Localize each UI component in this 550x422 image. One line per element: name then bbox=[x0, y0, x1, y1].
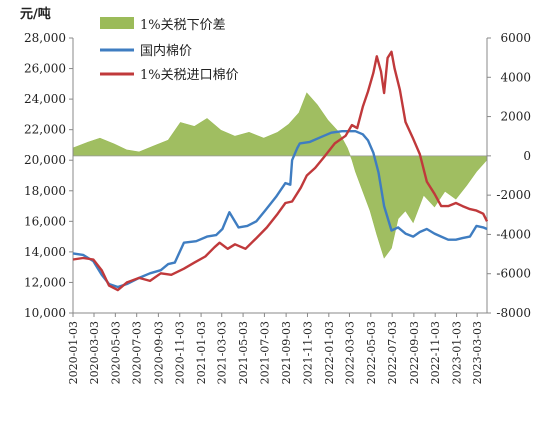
x-tick-label: 2020-05-03 bbox=[109, 321, 122, 384]
left-tick-label: 12,000 bbox=[24, 275, 66, 289]
right-tick-label: -2000 bbox=[496, 188, 531, 202]
unit-label: 元/吨 bbox=[20, 6, 51, 22]
right-tick-label: 6000 bbox=[500, 31, 531, 45]
domestic-price-line bbox=[72, 129, 488, 289]
legend-label: 1%关税下价差 bbox=[140, 18, 226, 33]
right-tick-label: 0 bbox=[523, 149, 531, 163]
right-tick-label: 4000 bbox=[500, 70, 531, 84]
x-tick-label: 2021-09-03 bbox=[280, 321, 293, 384]
x-tick-label: 2020-09-03 bbox=[152, 321, 165, 384]
x-tick-label: 2020-03-03 bbox=[88, 321, 101, 384]
left-tick-label: 20,000 bbox=[24, 153, 66, 167]
x-tick-label: 2020-11-03 bbox=[174, 321, 187, 384]
left-tick-label: 28,000 bbox=[24, 31, 66, 45]
right-tick-label: -6000 bbox=[496, 267, 531, 281]
left-tick-label: 26,000 bbox=[24, 62, 66, 76]
x-tick-label: 2020-01-03 bbox=[67, 321, 80, 384]
left-tick-label: 10,000 bbox=[24, 306, 66, 320]
spread-area-layer bbox=[72, 92, 488, 259]
x-tick-label: 2021-11-03 bbox=[301, 321, 314, 384]
x-tick-label: 2022-05-03 bbox=[365, 321, 378, 384]
right-tick-label: -8000 bbox=[496, 306, 531, 320]
x-tick-label: 2023-03-03 bbox=[471, 321, 484, 384]
right-tick-label: 2000 bbox=[500, 110, 531, 124]
x-tick-label: 2022-11-03 bbox=[429, 321, 442, 384]
left-tick-label: 16,000 bbox=[24, 214, 66, 228]
spread-area bbox=[72, 92, 488, 259]
axes-layer: 10,000 12,000 14,000 16,000 18,000 20,000 22,0… bbox=[24, 31, 531, 384]
x-tick-label: 2022-01-03 bbox=[323, 321, 336, 384]
x-tick-label: 2022-03-03 bbox=[343, 321, 356, 384]
left-tick-label: 24,000 bbox=[24, 92, 66, 106]
x-tick-label: 2022-09-03 bbox=[408, 321, 421, 384]
left-tick-label: 22,000 bbox=[24, 123, 66, 137]
x-tick-label: 2021-05-03 bbox=[237, 321, 250, 384]
x-tick-label: 2021-03-03 bbox=[216, 321, 229, 384]
right-tick-label: -4000 bbox=[496, 227, 531, 241]
x-tick-label: 2021-07-03 bbox=[258, 321, 271, 384]
x-tick-label: 2020-07-03 bbox=[131, 321, 144, 384]
left-tick-label: 14,000 bbox=[24, 245, 66, 259]
price-lines-layer bbox=[72, 50, 489, 292]
x-tick-label: 2021-01-03 bbox=[195, 321, 208, 384]
legend-swatch-spread bbox=[100, 17, 134, 29]
import-price-line bbox=[72, 50, 489, 292]
x-tick-label: 2022-07-03 bbox=[386, 321, 399, 384]
left-tick-label: 18,000 bbox=[24, 184, 66, 198]
legend-label: 1%关税进口棉价 bbox=[140, 68, 239, 83]
x-tick-label: 2023-01-03 bbox=[451, 321, 464, 384]
legend-label: 国内棉价 bbox=[140, 43, 192, 59]
